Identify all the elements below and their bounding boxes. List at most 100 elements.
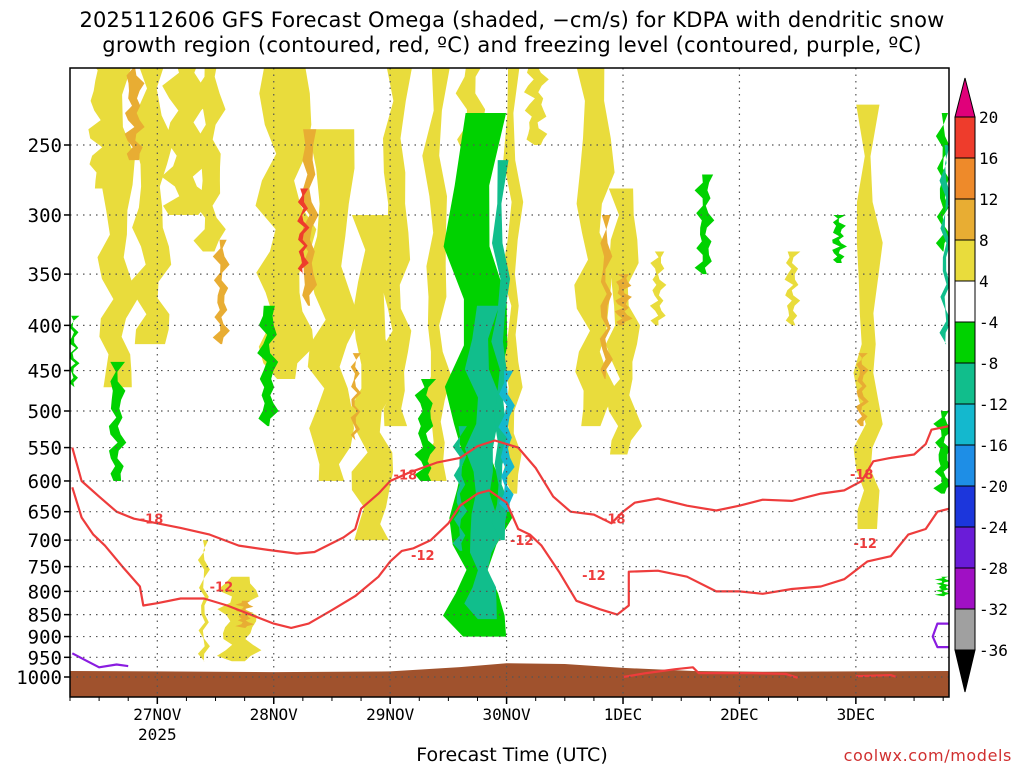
y-tick-label: 800 <box>28 581 62 603</box>
x-tick-label: 29NOV <box>366 705 415 724</box>
contour-minus12 <box>71 486 949 629</box>
colorbar-top-arrow <box>954 77 976 118</box>
colorbar-label: -8 <box>979 354 998 373</box>
contour-label: -12 <box>510 534 534 549</box>
y-tick-label: 750 <box>28 557 62 579</box>
omega-shade <box>599 215 613 379</box>
omega-shade <box>694 174 715 275</box>
colorbar-label: -36 <box>979 641 1008 660</box>
omega-shade <box>501 68 524 494</box>
colorbar-label: -24 <box>979 518 1008 537</box>
y-tick-label: 900 <box>28 627 62 649</box>
colorbar-label: -12 <box>979 395 1008 414</box>
colorbar-label: 4 <box>979 272 989 291</box>
omega-shade <box>216 576 262 662</box>
x-tick-label: 30NOV <box>483 705 532 724</box>
contour-surface <box>855 674 897 679</box>
omega-shade <box>307 129 360 482</box>
contour-label: -12 <box>210 581 234 596</box>
plot-frame <box>69 67 950 698</box>
omega-shade <box>784 251 801 326</box>
omega-shade <box>130 68 174 345</box>
freezing-level-contour <box>71 652 129 669</box>
chart-title-line-1: 2025112606 GFS Forecast Omega (shaded, −… <box>79 8 945 32</box>
colorbar-label: -28 <box>979 559 1008 578</box>
y-tick-label: 550 <box>28 438 62 460</box>
source-credit: coolwx.com/models <box>843 746 1012 765</box>
x-axis-label: Forecast Time (UTC) <box>416 744 608 766</box>
omega-shade <box>197 540 210 662</box>
x-tick-label: 1DEC <box>604 705 643 724</box>
omega-shade <box>649 251 667 326</box>
omega-shade <box>255 68 317 379</box>
colorbar-swatch <box>954 280 976 323</box>
plot-area: -18-12-18-12-12-18-12-18-12 <box>70 68 949 697</box>
colorbar-label: -16 <box>979 436 1008 455</box>
omega-shade <box>108 361 127 481</box>
y-tick-label: 450 <box>28 361 62 383</box>
contour-label: -12 <box>411 549 435 564</box>
colorbar-label: 20 <box>979 108 998 127</box>
omega-shade <box>939 145 949 345</box>
colorbar-swatch <box>954 198 976 241</box>
omega-shade <box>379 68 412 427</box>
y-tick-label: 350 <box>28 264 62 286</box>
colorbar-swatch <box>954 157 976 200</box>
omega-shade <box>212 239 230 345</box>
omega-shade <box>422 68 452 481</box>
colorbar-swatch <box>954 526 976 569</box>
x-tick-label: 27NOV <box>133 705 182 724</box>
contour-label: -18 <box>140 513 164 528</box>
surface-terrain <box>70 663 949 697</box>
colorbar-swatch <box>954 608 976 651</box>
contour-label: -12 <box>853 537 877 552</box>
y-tick-label: 950 <box>28 647 62 669</box>
colorbar-label: -4 <box>979 313 998 332</box>
y-tick-label: 300 <box>28 205 62 227</box>
colorbar-swatch <box>954 362 976 405</box>
omega-shade <box>70 315 80 388</box>
colorbar-label: 12 <box>979 190 998 209</box>
omega-shade <box>350 353 362 441</box>
omega-shade <box>524 68 549 145</box>
x-tick-label: 28NOV <box>250 705 299 724</box>
colorbar-swatch <box>954 485 976 528</box>
colorbar-swatch <box>954 116 976 159</box>
omega-shade <box>88 68 125 189</box>
omega-shade <box>855 353 869 427</box>
colorbar-swatch <box>954 403 976 446</box>
colorbar-swatch <box>954 239 976 282</box>
omega-shade <box>574 68 617 427</box>
colorbar-label: 16 <box>979 149 998 168</box>
omega-shade <box>614 274 633 326</box>
omega-shade <box>235 600 255 628</box>
x-tick-label: 3DEC <box>837 705 876 724</box>
x-tick-sublabel: 2025 <box>138 725 177 744</box>
contour-minus18 <box>71 425 949 555</box>
y-tick-label: 250 <box>28 135 62 157</box>
omega-shade <box>414 379 437 481</box>
y-tick-label: 400 <box>28 315 62 337</box>
omega-shade <box>161 68 213 215</box>
omega-shade <box>933 411 949 494</box>
x-tick-label: 2DEC <box>720 705 759 724</box>
y-tick-label: 500 <box>28 401 62 423</box>
omega-shade <box>464 305 503 620</box>
chart-title-line-2: growth region (contoured, red, ºC) and f… <box>102 33 922 57</box>
contour-label: -18 <box>602 513 626 528</box>
omega-shade <box>853 104 883 529</box>
colorbar-swatch <box>954 444 976 487</box>
y-tick-label: 650 <box>28 502 62 524</box>
omega-shade <box>452 426 468 551</box>
colorbar-label: -20 <box>979 477 1008 496</box>
omega-shade <box>297 188 310 275</box>
omega-shade <box>934 576 949 597</box>
colorbar-swatch <box>954 567 976 610</box>
omega-shade <box>832 215 847 263</box>
y-tick-label: 1000 <box>16 667 62 689</box>
y-tick-label: 700 <box>28 530 62 552</box>
omega-shade <box>498 370 515 512</box>
colorbar-label: 8 <box>979 231 989 250</box>
contour-label: -18 <box>394 469 418 484</box>
